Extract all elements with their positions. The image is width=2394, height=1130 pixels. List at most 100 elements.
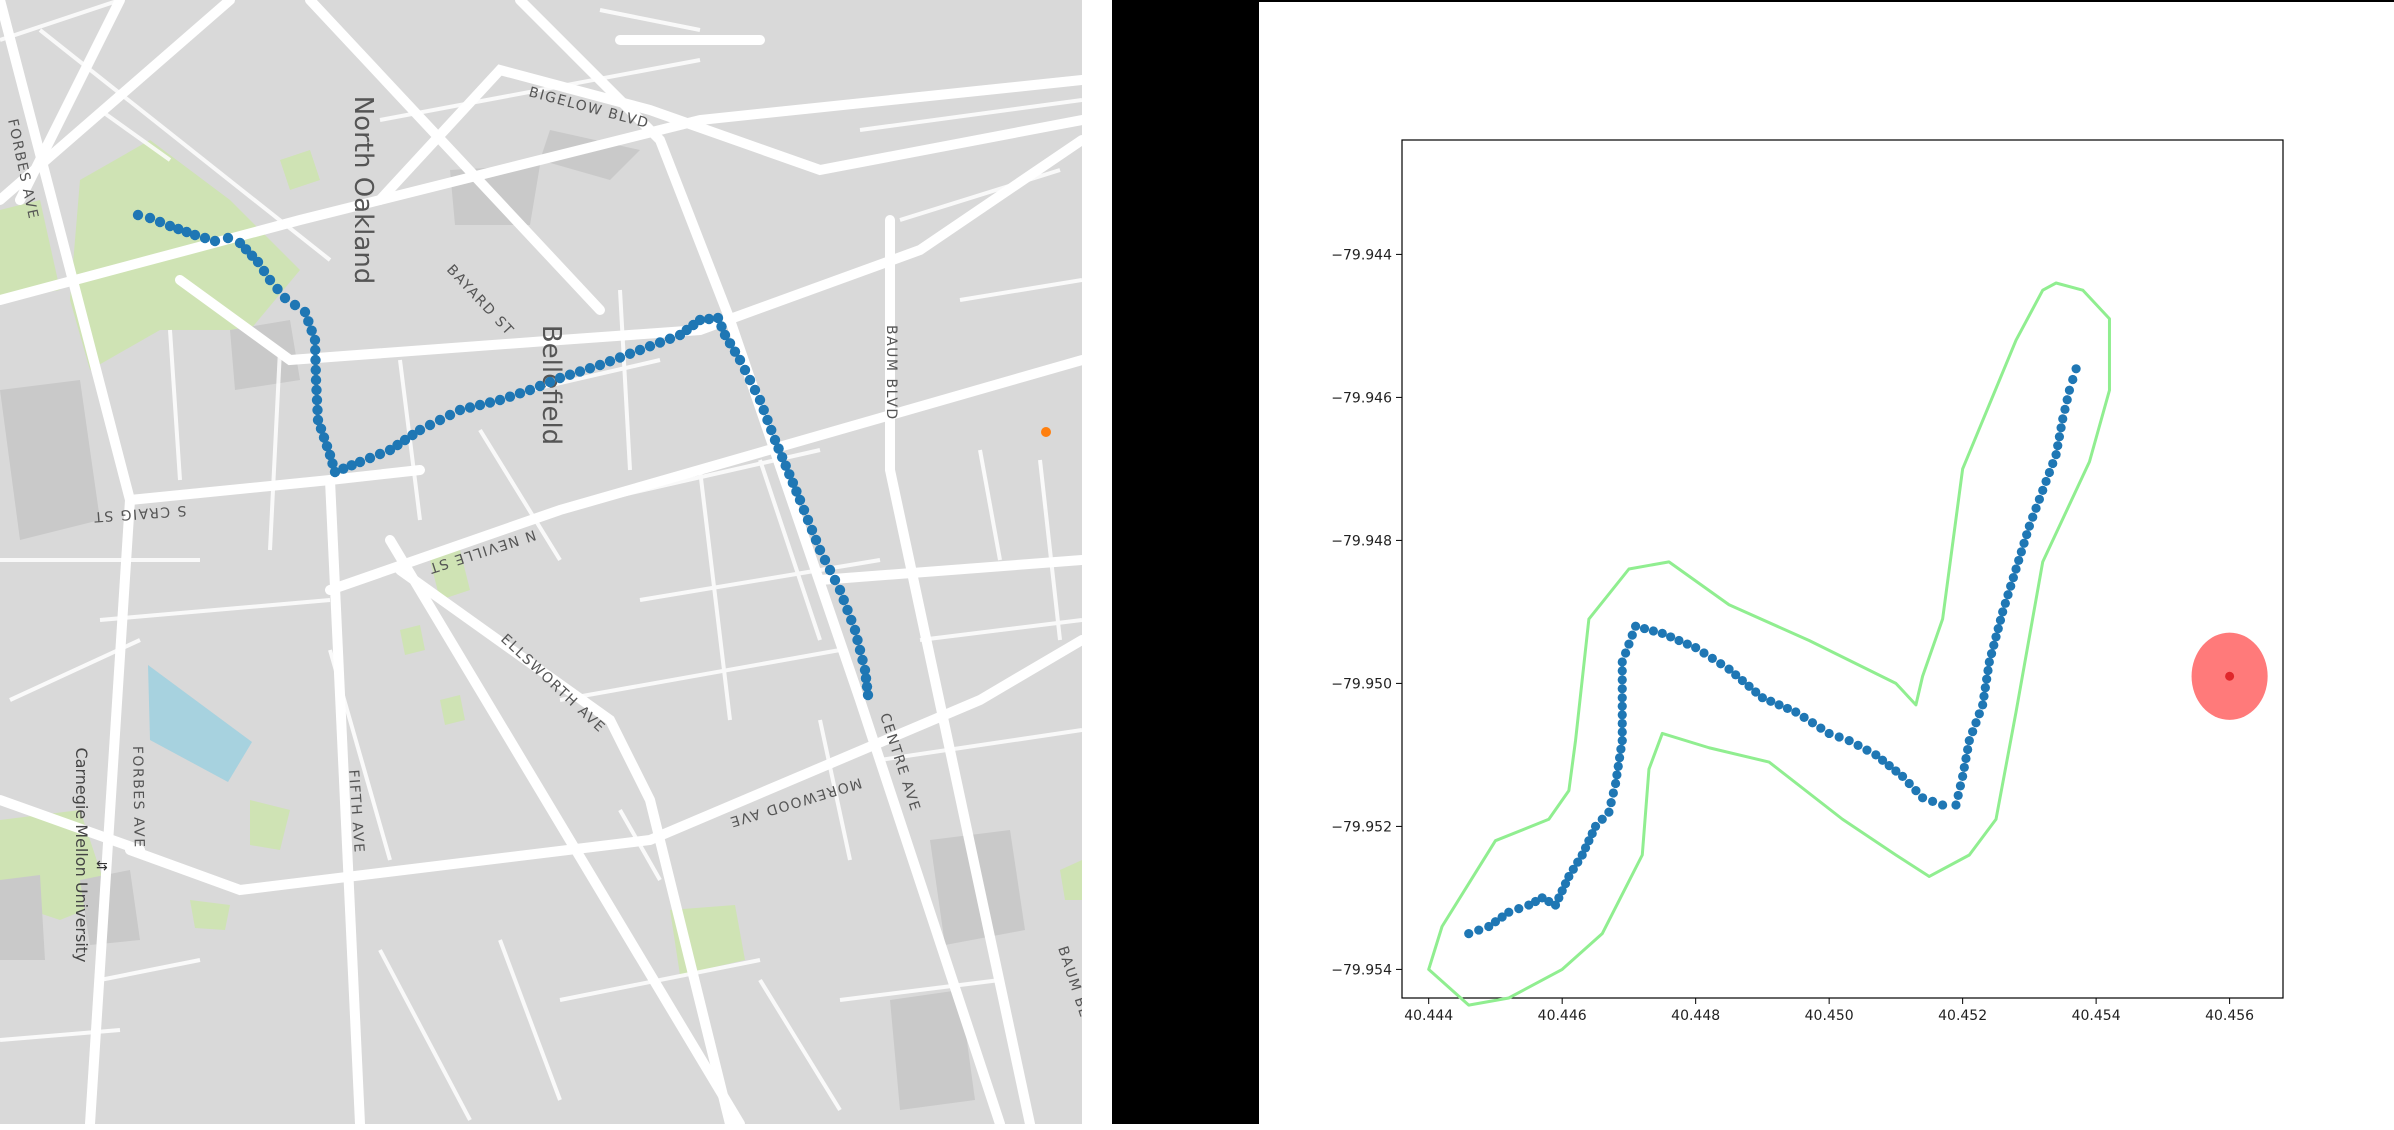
- route-point: [1490, 917, 1501, 927]
- map-route-point: [758, 404, 769, 416]
- map-route-point: [306, 325, 317, 336]
- route-point: [1560, 879, 1571, 889]
- map-route-point: [716, 321, 727, 332]
- axis-ticks: 40.444 40.446 40.448 40.450 40.452 40.454 40.4…: [1331, 247, 2254, 1024]
- campus-label: Carnegie Mellon University: [72, 747, 91, 962]
- route-point: [1928, 796, 1938, 806]
- route-point: [1568, 864, 1578, 874]
- y-tick-label: −79.950: [1331, 676, 1392, 692]
- map-route-point: [862, 689, 874, 701]
- route-point: [2019, 538, 2029, 548]
- map-route-point: [181, 226, 192, 238]
- route-point: [1666, 632, 1676, 642]
- y-tick-label: −79.952: [1331, 819, 1392, 835]
- location-marker[interactable]: [1041, 427, 1051, 437]
- route-point: [1639, 623, 1650, 634]
- map-route-point: [399, 434, 411, 446]
- map-route-point: [144, 212, 156, 224]
- x-tick-label: 40.448: [1671, 1008, 1720, 1024]
- map-route-point: [734, 354, 746, 366]
- neighborhood-label-north-oakland: North Oakland: [348, 96, 378, 285]
- map-route-point: [857, 654, 868, 666]
- route-point: [1774, 700, 1784, 710]
- map-route-point: [279, 292, 291, 304]
- y-tick-label: −79.948: [1331, 533, 1392, 549]
- map-route-point: [842, 604, 853, 616]
- route-point: [1613, 761, 1623, 771]
- route-point: [1983, 665, 1993, 676]
- major-streets: [0, 0, 1082, 1124]
- map-route-point: [327, 458, 338, 469]
- map-route-point: [749, 384, 761, 396]
- route-point: [2071, 364, 2081, 374]
- route-point: [1554, 893, 1564, 903]
- route-point: [1938, 800, 1948, 810]
- map-route-point: [719, 329, 731, 341]
- map-route-point: [594, 359, 606, 371]
- map-route-point: [392, 439, 403, 451]
- route-point: [1953, 790, 1963, 801]
- map-route-point: [802, 514, 814, 526]
- buffer-outline: [1427, 281, 2111, 1007]
- route-point: [1824, 728, 1834, 739]
- route-point: [2034, 494, 2044, 504]
- route-point: [1564, 871, 1574, 882]
- route-point: [2044, 467, 2055, 478]
- route-point: [1617, 718, 1627, 729]
- map-canvas[interactable]: FORBES AVE BIGELOW BLVD BAYARD ST BAUM B…: [0, 0, 1082, 1124]
- map-route-point: [754, 394, 766, 406]
- route-point: [1617, 727, 1627, 737]
- map-route-point: [315, 423, 327, 434]
- route-point: [1862, 745, 1872, 755]
- route-point: [1911, 786, 1921, 796]
- route-point: [1497, 912, 1507, 922]
- x-tick-label: 40.450: [1805, 1008, 1854, 1024]
- route-point: [1979, 691, 1989, 701]
- map-route-point: [484, 397, 496, 408]
- route-point: [1963, 744, 1973, 755]
- map-route-point: [464, 402, 476, 413]
- route-point: [1577, 850, 1587, 860]
- route-point: [1617, 657, 1627, 667]
- route-point: [1757, 693, 1768, 703]
- map-route-point: [773, 443, 784, 454]
- route-point: [1955, 781, 1966, 791]
- map-route-point: [289, 299, 301, 311]
- route-point: [1834, 732, 1844, 742]
- route-point: [2051, 450, 2061, 460]
- scatter-plot: 40.444 40.446 40.448 40.450 40.452 40.454 40.4…: [1331, 139, 2284, 1024]
- route-point: [1610, 778, 1621, 789]
- map-route-point: [776, 451, 788, 463]
- map-route-point: [132, 209, 144, 221]
- map-route-point: [739, 364, 751, 376]
- route-point: [1964, 736, 1974, 746]
- route-point: [1791, 707, 1801, 717]
- map-panel[interactable]: FORBES AVE BIGELOW BLVD BAYARD ST BAUM B…: [0, 0, 1082, 1124]
- map-route-point: [310, 374, 322, 386]
- buildings: [0, 130, 1025, 1110]
- map-route-point: [514, 388, 526, 399]
- route-point: [1971, 718, 1981, 728]
- street-label-forbes-bottom: FORBES AVE: [129, 746, 147, 849]
- route-point: [1573, 857, 1583, 867]
- route-point: [1464, 929, 1474, 939]
- x-tick-label: 40.456: [2205, 1008, 2254, 1024]
- black-separator: [1112, 0, 1259, 1124]
- route-point: [2062, 395, 2072, 405]
- route-point: [2064, 385, 2075, 395]
- map-route-point: [209, 235, 221, 247]
- route-point: [2016, 547, 2026, 557]
- map-route-point: [534, 380, 546, 392]
- area-labels: North Oakland Bellefield Carnegie Mellon…: [72, 96, 566, 963]
- panel-gap: [1082, 0, 1112, 1124]
- map-route-point: [854, 644, 866, 656]
- route-point: [1614, 753, 1625, 763]
- route-point: [1958, 771, 1968, 781]
- y-tick-label: −79.946: [1331, 390, 1392, 406]
- route-point: [1891, 766, 1901, 776]
- route-point: [1617, 701, 1627, 711]
- route-point: [1587, 828, 1597, 839]
- map-route-point: [299, 306, 311, 318]
- map-route-point: [310, 364, 321, 376]
- map-route-point: [164, 220, 176, 232]
